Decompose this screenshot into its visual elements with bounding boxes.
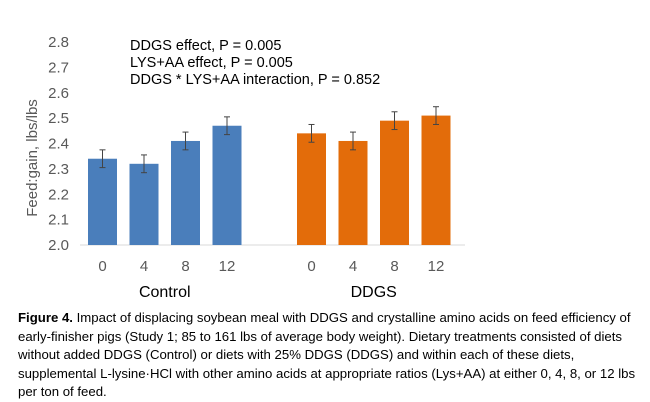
group-label-ddgs: DDGS bbox=[351, 284, 397, 301]
y-tick-label: 2.7 bbox=[48, 59, 69, 76]
y-tick-label: 2.6 bbox=[48, 85, 69, 102]
x-tick-label: 8 bbox=[181, 258, 189, 275]
bar-ddgs-12 bbox=[421, 115, 451, 246]
figure-caption: Figure 4. Impact of displacing soybean m… bbox=[18, 309, 640, 402]
annotation-ddgs-effect: DDGS effect, P = 0.005 bbox=[130, 38, 281, 54]
group-label-control: Control bbox=[139, 284, 191, 301]
x-tick-label: 0 bbox=[307, 258, 315, 275]
x-tick-label: 4 bbox=[140, 258, 148, 275]
annotations: DDGS effect, P = 0.005 LYS+AA effect, P … bbox=[130, 38, 380, 88]
y-tick-label: 2.1 bbox=[48, 212, 69, 229]
y-axis-label: Feed:gain, lbs/lbs bbox=[24, 99, 41, 217]
caption-label: Figure 4. bbox=[18, 310, 73, 325]
y-tick-label: 2.4 bbox=[48, 136, 69, 153]
x-tick-label: 12 bbox=[428, 258, 445, 275]
y-tick-label: 2.2 bbox=[48, 186, 69, 203]
y-tick-label: 2.3 bbox=[48, 161, 69, 178]
bar-control-4 bbox=[129, 163, 159, 245]
y-axis-ticks: 2.0 2.1 2.2 2.3 2.4 2.5 2.6 2.7 2.8 bbox=[48, 34, 69, 254]
bar-control-12 bbox=[212, 125, 242, 245]
bar-ddgs-8 bbox=[380, 120, 409, 245]
feed-gain-bar-chart: Feed:gain, lbs/lbs 2.0 2.1 2.2 2.3 2.4 2.5 2.6… bbox=[24, 34, 465, 301]
annotation-lysaa-effect: LYS+AA effect, P = 0.005 bbox=[130, 55, 293, 71]
bars bbox=[88, 106, 451, 246]
bar-ddgs-0 bbox=[297, 133, 326, 245]
y-tick-label: 2.8 bbox=[48, 34, 69, 51]
x-tick-label: 8 bbox=[390, 258, 398, 275]
x-axis-ticks: 0 4 8 12 0 4 8 12 bbox=[98, 258, 444, 275]
bar-ddgs-4 bbox=[338, 140, 368, 245]
bar-control-8 bbox=[171, 140, 200, 245]
y-tick-label: 2.0 bbox=[48, 237, 69, 254]
caption-text: Impact of displacing soybean meal with D… bbox=[18, 310, 636, 400]
bar-control-0 bbox=[88, 158, 117, 245]
x-tick-label: 0 bbox=[98, 258, 106, 275]
y-tick-label: 2.5 bbox=[48, 110, 69, 127]
annotation-interaction: DDGS * LYS+AA interaction, P = 0.852 bbox=[130, 72, 380, 88]
x-tick-label: 12 bbox=[219, 258, 236, 275]
group-labels: Control DDGS bbox=[139, 284, 397, 301]
x-tick-label: 4 bbox=[349, 258, 357, 275]
